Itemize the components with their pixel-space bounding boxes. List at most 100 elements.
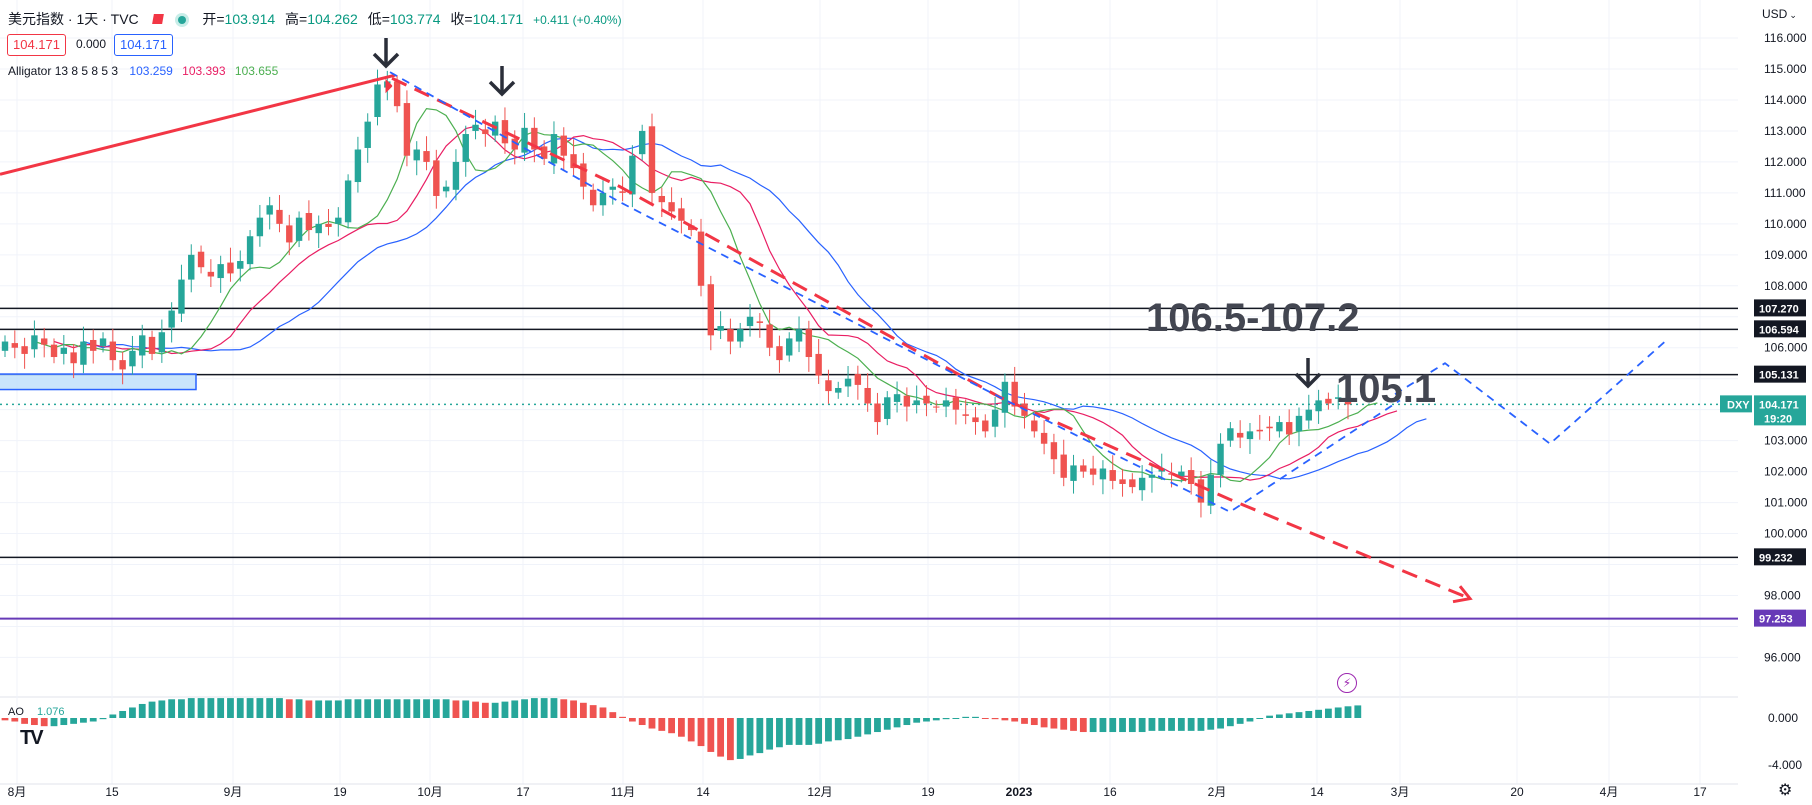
ao-bar <box>403 699 411 718</box>
ao-bar <box>227 698 234 718</box>
candle-body <box>286 225 293 243</box>
ao-bar <box>109 714 117 718</box>
candle-body <box>756 321 764 323</box>
ao-bar <box>560 699 568 718</box>
lightning-icon[interactable]: ⚡ <box>1337 673 1357 693</box>
price-tick-label: 106.000 <box>1764 341 1808 355</box>
ao-bar <box>1285 713 1293 718</box>
trend-drawings[interactable] <box>0 38 1666 604</box>
candle-body <box>1109 470 1116 481</box>
ao-tick-label: -4.000 <box>1768 758 1802 772</box>
candles <box>1 69 1352 518</box>
price-tick-label: 101.000 <box>1764 496 1808 510</box>
candle-body <box>805 329 813 358</box>
low-value: 103.774 <box>389 11 441 27</box>
ao-bar <box>942 718 950 720</box>
ao-bar <box>138 703 146 718</box>
chevron-down-icon: ⌄ <box>1789 10 1797 20</box>
price-axis[interactable]: 116.000 115.000 114.000 113.000 112.000 111.0… <box>1720 0 1812 805</box>
ao-bar <box>697 718 705 747</box>
time-tick-label: 8月 <box>8 785 27 799</box>
settings-gear-icon[interactable]: ⚙ <box>1778 782 1793 799</box>
candle-body <box>815 353 822 376</box>
tradingview-logo-icon[interactable]: TV <box>20 727 44 749</box>
time-tick-label: 20 <box>1510 785 1524 799</box>
candle-body <box>1315 400 1322 412</box>
flag-icon[interactable] <box>151 14 164 24</box>
candle-body <box>707 284 715 336</box>
ao-bar <box>50 718 58 727</box>
level-tag <box>1754 320 1806 338</box>
candle-body <box>933 406 940 408</box>
price-tick-label: 96.000 <box>1764 650 1801 664</box>
ao-bar <box>717 718 725 757</box>
ao-bar <box>158 700 166 718</box>
candle-body <box>276 209 283 224</box>
candle-body <box>1266 426 1273 429</box>
high-value: 104.262 <box>307 11 358 27</box>
candle-body <box>521 127 528 153</box>
candle-body <box>678 208 685 221</box>
ao-bar <box>1119 718 1126 733</box>
ao-bar <box>393 699 401 718</box>
candle-body <box>501 120 509 144</box>
bid-button[interactable]: 104.171 <box>7 34 66 56</box>
candle-body <box>1256 429 1263 432</box>
candle-body <box>1148 474 1156 478</box>
candle-body <box>844 378 852 387</box>
candle-body <box>913 400 920 406</box>
ao-bar <box>1226 718 1234 727</box>
close-value: 104.171 <box>472 11 524 27</box>
indicator-legend[interactable]: Alligator 13 8 5 8 5 3 103.259 103.393 1… <box>8 64 278 78</box>
ao-bar <box>628 718 636 722</box>
uptrend-line <box>0 73 396 176</box>
ao-bar <box>491 702 499 718</box>
price-tick-label: 103.000 <box>1764 434 1808 448</box>
ao-bar <box>1315 709 1322 718</box>
candle-body <box>178 279 185 314</box>
symbol-title[interactable]: 美元指数 · 1天 · TVC <box>8 11 139 27</box>
annotation-level: 105.1 <box>1336 367 1436 411</box>
candle-body <box>139 335 146 356</box>
price-tick-label: 109.000 <box>1764 248 1808 262</box>
support-rectangle[interactable] <box>0 373 197 391</box>
ao-bar <box>1148 718 1156 731</box>
candle-body <box>786 338 793 356</box>
ao-legend[interactable]: AO 1.076 <box>8 706 65 718</box>
candle-body <box>864 387 871 404</box>
time-tick-label: 9月 <box>224 785 243 799</box>
candle-body <box>942 400 950 407</box>
candle-body <box>923 395 930 404</box>
ao-bar <box>168 699 176 718</box>
ao-bar <box>1070 718 1077 731</box>
candle-body <box>609 186 616 190</box>
ao-bar <box>1324 708 1332 718</box>
ask-button[interactable]: 104.171 <box>114 34 173 56</box>
ao-bar <box>923 718 930 722</box>
candle-body <box>325 223 332 227</box>
ao-bar <box>1030 718 1038 726</box>
blue-dashed-projection <box>1394 340 1666 445</box>
time-tick-label: 14 <box>696 785 710 799</box>
ao-bar <box>40 718 48 727</box>
candle-body <box>70 352 77 364</box>
currency-selector[interactable]: USD ⌄ <box>1762 7 1797 21</box>
candle-body <box>1040 432 1048 444</box>
candle-body <box>697 231 705 286</box>
ao-bar <box>864 718 872 735</box>
ao-bar <box>1099 718 1107 733</box>
ao-bar <box>805 718 813 745</box>
candle-body <box>433 160 440 196</box>
lips-value: 103.655 <box>234 64 279 78</box>
ao-bar <box>1060 718 1068 730</box>
ao-bar <box>462 700 470 718</box>
ao-name: AO <box>8 706 24 718</box>
ao-bar <box>599 707 607 718</box>
time-axis[interactable]: 8月 15 9月 19 10月 17 11月 14 12月 19 2023 16 2月 14 3月 20 4月 1… <box>0 783 1738 799</box>
open-label: 开= <box>202 11 225 27</box>
ao-bar <box>903 718 911 726</box>
open-value: 103.914 <box>224 11 276 27</box>
candle-body <box>1325 398 1332 404</box>
ao-bar <box>11 718 19 722</box>
